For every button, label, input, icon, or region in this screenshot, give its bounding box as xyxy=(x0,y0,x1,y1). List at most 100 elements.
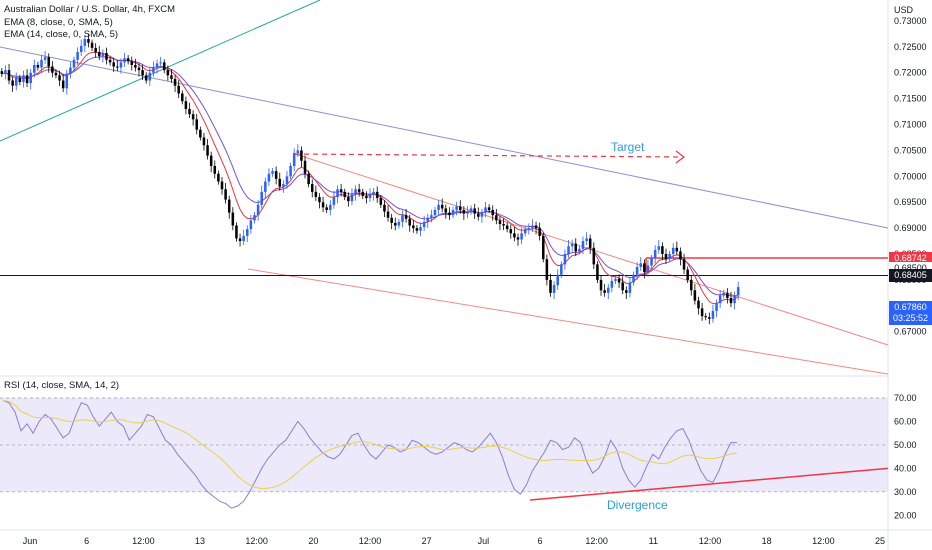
candle-body xyxy=(386,211,390,218)
candle-body xyxy=(498,220,502,224)
candle-body xyxy=(596,264,599,280)
candle-body xyxy=(469,208,473,212)
candle-body xyxy=(285,176,289,185)
candle-body xyxy=(310,184,314,192)
divergence-line[interactable] xyxy=(529,467,889,501)
candle-body xyxy=(101,53,105,57)
candle-body xyxy=(726,292,729,299)
price-tick-label: 0.73000 xyxy=(894,16,927,26)
candle-body xyxy=(144,75,148,81)
candle-body xyxy=(321,202,325,208)
candle-body xyxy=(242,235,245,242)
candle-body xyxy=(711,310,715,319)
time-tick-label: 12:00 xyxy=(699,536,722,546)
candle-body xyxy=(397,221,401,226)
time-tick-label: 12:00 xyxy=(585,536,608,546)
channel-lower-line[interactable] xyxy=(247,268,889,375)
candle-body xyxy=(736,287,740,296)
candle-body xyxy=(271,171,274,174)
rsi-tick-label: 30.00 xyxy=(894,487,917,497)
support-trendline[interactable] xyxy=(0,0,321,142)
candle-body xyxy=(173,78,177,86)
price-tick-label: 0.69500 xyxy=(894,197,927,207)
candle-body xyxy=(231,212,235,226)
candle-body xyxy=(94,47,97,53)
candle-body xyxy=(282,184,285,187)
candle-body xyxy=(235,225,238,239)
candle-body xyxy=(563,254,567,265)
candle-body xyxy=(69,67,72,74)
candle-body xyxy=(495,215,498,221)
candle-body xyxy=(332,197,336,205)
candle-body xyxy=(350,194,354,202)
candle-body xyxy=(181,93,184,102)
candle-body xyxy=(79,45,83,53)
candle-body xyxy=(487,207,491,210)
candle-body xyxy=(148,72,152,81)
candle-body xyxy=(7,70,11,81)
candle-body xyxy=(379,198,383,205)
drawings-layer[interactable] xyxy=(0,0,889,375)
candle-body xyxy=(253,215,256,221)
candle-body xyxy=(274,171,278,179)
candle-body xyxy=(412,225,415,229)
candle-body xyxy=(43,57,47,60)
symbol-legend[interactable]: Australian Dollar / U.S. Dollar, 4h, FXC… xyxy=(4,4,176,15)
candle-body xyxy=(682,259,686,270)
candle-body xyxy=(264,181,267,192)
candle-body xyxy=(556,274,559,286)
candle-body xyxy=(671,247,675,255)
candle-body xyxy=(523,229,527,234)
candle-body xyxy=(704,316,707,318)
candle-body xyxy=(18,77,22,83)
candle-body xyxy=(217,173,220,182)
candle-body xyxy=(361,191,365,197)
candle-body xyxy=(527,228,531,230)
candle-body xyxy=(621,282,624,291)
candle-body xyxy=(372,191,375,195)
price-tick-label: 0.72000 xyxy=(894,68,927,78)
candle-body xyxy=(661,246,664,255)
candle-body xyxy=(184,101,188,109)
time-tick-label: 11 xyxy=(649,536,658,546)
time-tick-label: 27 xyxy=(422,536,432,546)
candle-body xyxy=(329,204,332,210)
candle-body xyxy=(625,290,628,293)
candle-body xyxy=(610,280,614,288)
candle-body xyxy=(628,282,632,293)
candle-body xyxy=(430,215,433,218)
candle-body xyxy=(462,209,466,214)
candle-body xyxy=(195,119,198,130)
candle-body xyxy=(588,238,592,248)
candle-body xyxy=(422,221,426,228)
candle-body xyxy=(14,77,18,86)
candle-body xyxy=(260,191,263,205)
time-axis[interactable]: Jun 6 12:00 13 12:00 20 12:00 27 Jul 6 12:00 11 12:0… xyxy=(23,536,885,546)
candle-body xyxy=(700,308,704,317)
candle-body xyxy=(708,317,711,319)
resistance-trendline[interactable] xyxy=(0,46,889,229)
candle-body xyxy=(675,247,679,252)
candle-body xyxy=(643,263,646,273)
candle-body xyxy=(581,241,585,249)
target-dashed-arrow[interactable] xyxy=(294,153,683,158)
candle-body xyxy=(224,189,227,200)
candle-body xyxy=(58,75,61,81)
candle-body xyxy=(552,285,556,293)
ema-slow-legend[interactable]: EMA (14, close, 0, SMA, 5) xyxy=(4,29,119,40)
bar-countdown: 03:25:52 xyxy=(892,313,929,323)
candle-body xyxy=(33,64,36,73)
rsi-legend[interactable]: RSI (14, close, SMA, 14, 2) xyxy=(4,380,120,391)
candle-body xyxy=(560,264,563,275)
candle-body xyxy=(484,207,487,213)
candle-body xyxy=(426,217,430,222)
candle-body xyxy=(22,75,25,83)
target-arrowhead xyxy=(675,150,685,164)
candle-body xyxy=(105,53,108,60)
ema-fast-legend[interactable]: EMA (8, close, 0, SMA, 5) xyxy=(4,17,113,28)
candle-body xyxy=(617,278,621,283)
candle-body xyxy=(477,213,480,217)
candle-body xyxy=(90,42,94,48)
candle-body xyxy=(246,229,249,236)
